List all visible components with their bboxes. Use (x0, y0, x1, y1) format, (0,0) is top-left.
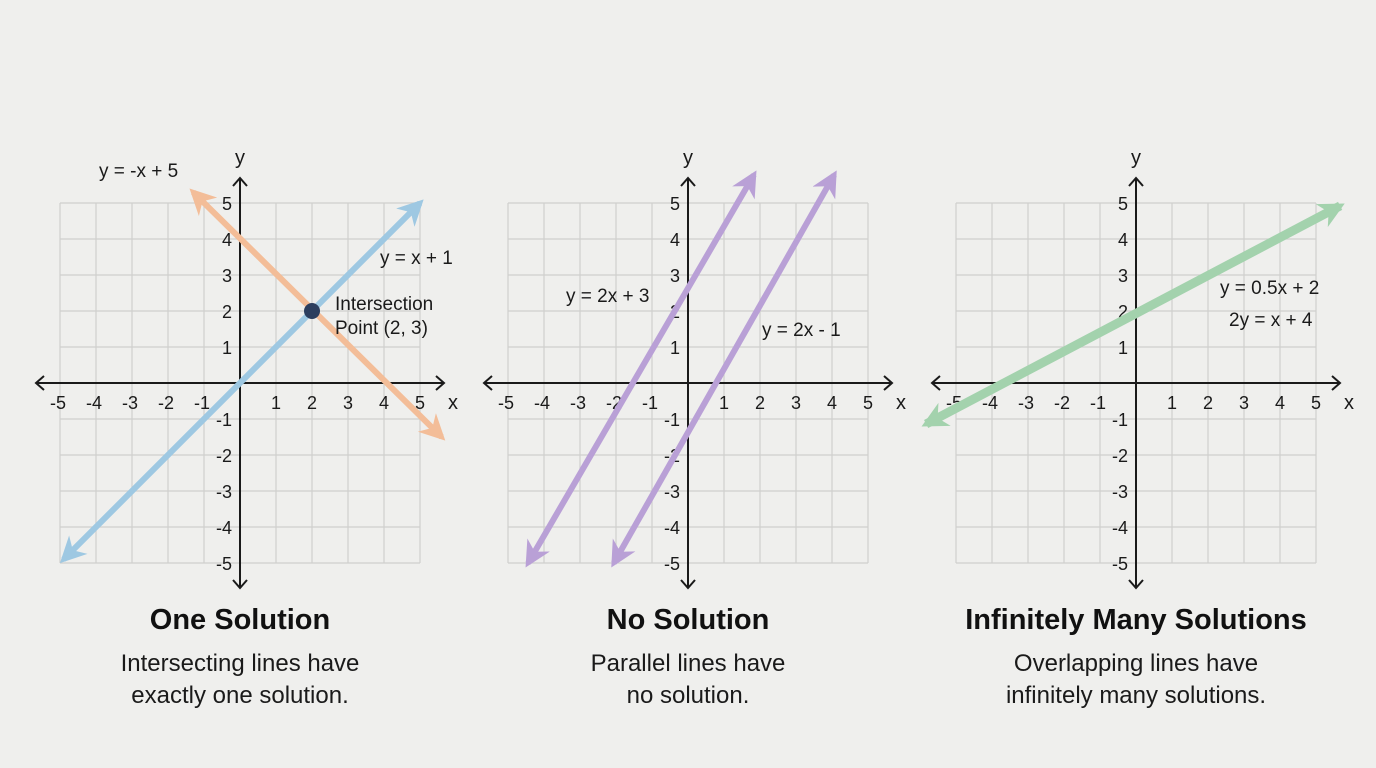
y-tick-label: -4 (664, 518, 680, 538)
desc-line: no solution. (626, 682, 750, 709)
x-tick-label: -3 (122, 393, 138, 413)
x-tick-label: 5 (1311, 393, 1321, 413)
y-tick-label: -1 (664, 410, 680, 430)
y-tick-label: -5 (1112, 554, 1128, 574)
x-tick-label: 4 (827, 393, 837, 413)
x-tick-label: -5 (498, 393, 514, 413)
y-tick-label: -5 (664, 554, 680, 574)
y-tick-label: -2 (216, 446, 232, 466)
label-panel1-orange: y = -x + 5 (99, 161, 179, 182)
x-tick-label: -5 (50, 393, 66, 413)
x-tick-label: 5 (863, 393, 873, 413)
y-tick-label: -5 (216, 554, 232, 574)
x-tick-label: -3 (570, 393, 586, 413)
x-tick-label: 1 (271, 393, 281, 413)
axis-arrow-icon (680, 579, 696, 590)
x-tick-label: 3 (1239, 393, 1249, 413)
x-tick-label: 4 (379, 393, 389, 413)
label-panel1-blue: y = x + 1 (380, 248, 453, 269)
y-tick-label: -4 (1112, 518, 1128, 538)
y-tick-label: 1 (1118, 338, 1128, 358)
y-tick-label: 2 (222, 302, 232, 322)
label-panel2-line1: y = 2x + 3 (566, 286, 650, 307)
x-tick-label: -4 (86, 393, 102, 413)
desc-line: Intersecting lines have (120, 650, 360, 677)
y-tick-label: -3 (664, 482, 680, 502)
y-tick-label: 3 (1118, 266, 1128, 286)
y-tick-label: 5 (1118, 194, 1128, 214)
x-tick-label: 2 (755, 393, 765, 413)
axis-arrow-icon (34, 375, 45, 391)
label-panel3-line1: y = 0.5x + 2 (1220, 278, 1320, 299)
x-tick-label: 4 (1275, 393, 1285, 413)
axis-arrow-icon (883, 375, 894, 391)
y-tick-label: 4 (670, 230, 680, 250)
x-tick-label: -3 (1018, 393, 1034, 413)
y-tick-label: -1 (1112, 410, 1128, 430)
desc-line: infinitely many solutions. (1005, 682, 1267, 709)
y-axis-label: y (235, 147, 245, 169)
y-tick-label: -3 (216, 482, 232, 502)
panel-title-infinite: Infinitely Many Solutions (965, 604, 1307, 636)
series-line (59, 199, 424, 564)
y-tick-label: 5 (222, 194, 232, 214)
x-axis-label: x (1344, 392, 1354, 414)
x-tick-label: -1 (1090, 393, 1106, 413)
panel-desc-no-solution: Parallel lines have no solution. (468, 648, 908, 712)
label-panel2-line2: y = 2x - 1 (762, 320, 841, 341)
x-tick-label: -2 (158, 393, 174, 413)
x-tick-label: -2 (1054, 393, 1070, 413)
y-tick-label: -2 (1112, 446, 1128, 466)
series-line (611, 170, 837, 568)
panel-desc-infinite: Overlapping lines have infinitely many so… (916, 648, 1356, 712)
label-panel3-line2: 2y = x + 4 (1229, 310, 1313, 331)
intersection-point (304, 303, 320, 319)
intersection-label-2: Point (2, 3) (335, 318, 428, 339)
x-tick-label: -1 (194, 393, 210, 413)
desc-line: Parallel lines have (590, 650, 786, 677)
x-tick-label: 3 (343, 393, 353, 413)
panel-title-no-solution: No Solution (606, 604, 770, 636)
x-tick-label: 3 (791, 393, 801, 413)
y-tick-label: 3 (222, 266, 232, 286)
panel-desc-one-solution: Intersecting lines have exactly one solut… (20, 648, 460, 712)
y-tick-label: 5 (670, 194, 680, 214)
axis-arrow-icon (232, 176, 248, 187)
series-line (525, 170, 757, 568)
x-tick-label: 1 (1167, 393, 1177, 413)
x-axis-label: x (896, 392, 906, 414)
x-axis-label: x (448, 392, 458, 414)
y-tick-label: -3 (1112, 482, 1128, 502)
x-tick-label: 1 (719, 393, 729, 413)
axis-arrow-icon (1128, 579, 1144, 590)
y-axis-label: y (683, 147, 693, 169)
y-axis-label: y (1131, 147, 1141, 169)
desc-line: exactly one solution. (131, 682, 349, 709)
desc-line: Overlapping lines have (1013, 650, 1259, 677)
x-tick-label: -1 (642, 393, 658, 413)
y-tick-label: 1 (222, 338, 232, 358)
y-tick-label: 4 (1118, 230, 1128, 250)
x-tick-label: 2 (307, 393, 317, 413)
axis-arrow-icon (232, 579, 248, 590)
series-line (921, 201, 1345, 429)
y-tick-label: -4 (216, 518, 232, 538)
x-tick-label: 2 (1203, 393, 1213, 413)
axis-arrow-icon (1128, 176, 1144, 187)
x-tick-label: -4 (534, 393, 550, 413)
intersection-label-1: Intersection (335, 294, 434, 315)
y-tick-label: -1 (216, 410, 232, 430)
axis-arrow-icon (482, 375, 493, 391)
y-tick-label: 1 (670, 338, 680, 358)
y-tick-label: 3 (670, 266, 680, 286)
panel-title-one-solution: One Solution (149, 604, 331, 636)
